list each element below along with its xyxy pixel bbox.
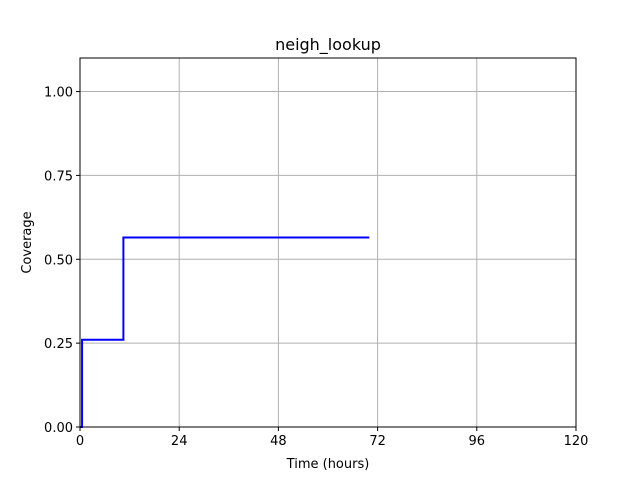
x-tick-label: 96	[469, 434, 486, 449]
x-tick-label: 48	[270, 434, 287, 449]
y-tick-label: 0.50	[44, 253, 73, 268]
x-tick-label: 0	[76, 434, 84, 449]
axis-ticks: 0 24 48 72 96 120 0.00 0.25 0.50 0.75 1.00	[44, 86, 588, 449]
x-tick-label: 24	[171, 434, 188, 449]
chart-title: neigh_lookup	[275, 35, 381, 55]
x-tick-label: 72	[369, 434, 386, 449]
x-tick-label: 120	[564, 434, 589, 449]
y-tick-label: 0.25	[44, 337, 73, 352]
y-tick-label: 0.75	[44, 169, 73, 184]
y-tick-label: 0.00	[44, 421, 73, 436]
x-axis-label: Time (hours)	[286, 457, 370, 472]
y-tick-label: 1.00	[44, 86, 73, 101]
y-axis-label: Coverage	[20, 211, 35, 273]
plot-frame	[79, 57, 577, 428]
